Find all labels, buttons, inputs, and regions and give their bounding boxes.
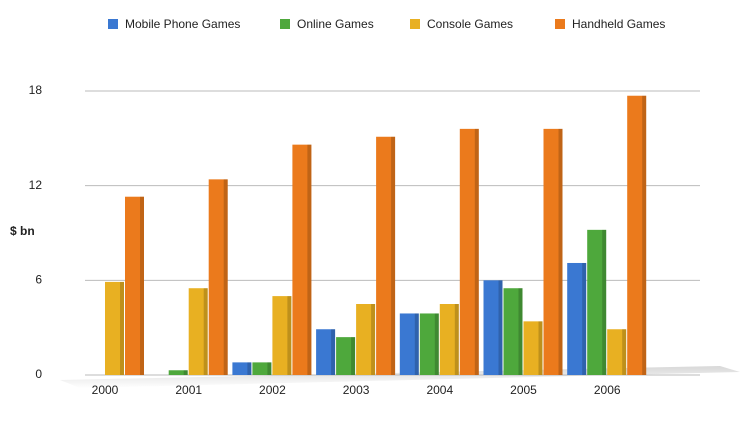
bar bbox=[459, 128, 479, 375]
bar bbox=[105, 281, 124, 375]
bar-side bbox=[183, 370, 188, 375]
bar bbox=[419, 313, 439, 375]
y-tick-label: 18 bbox=[29, 83, 43, 97]
bar-side bbox=[140, 196, 144, 375]
bar bbox=[523, 321, 543, 375]
bar bbox=[168, 370, 188, 375]
bar bbox=[587, 229, 607, 375]
bar-side bbox=[203, 288, 208, 375]
bar-side bbox=[414, 313, 419, 375]
legend-label: Handheld Games bbox=[572, 17, 665, 31]
bar bbox=[188, 288, 208, 375]
bar bbox=[439, 304, 459, 375]
bar bbox=[272, 296, 292, 375]
bar bbox=[627, 95, 647, 375]
legend-swatch bbox=[280, 19, 290, 29]
bar-side bbox=[454, 304, 459, 375]
bar bbox=[316, 329, 336, 375]
bar-side bbox=[558, 128, 563, 375]
bar-side bbox=[351, 337, 356, 375]
bar-side bbox=[223, 179, 228, 375]
y-axis-label: $ bn bbox=[10, 224, 35, 238]
bar bbox=[543, 128, 563, 375]
bar-side bbox=[120, 281, 124, 375]
bar-side bbox=[371, 304, 376, 375]
bar-side bbox=[287, 296, 292, 375]
x-tick-label: 2001 bbox=[175, 383, 202, 397]
bar-side bbox=[538, 321, 543, 375]
bar bbox=[252, 362, 272, 375]
legend-label: Online Games bbox=[297, 17, 374, 31]
y-tick-label: 0 bbox=[35, 367, 42, 381]
y-tick-label: 6 bbox=[35, 273, 42, 287]
bar-side bbox=[474, 128, 479, 375]
bar-side bbox=[331, 329, 336, 375]
bar-side bbox=[434, 313, 439, 375]
bar bbox=[607, 329, 627, 375]
bar bbox=[483, 280, 503, 375]
x-tick-label: 2006 bbox=[594, 383, 621, 397]
bar bbox=[503, 288, 523, 375]
bar bbox=[567, 262, 587, 375]
bar-side bbox=[307, 144, 312, 375]
x-tick-label: 2003 bbox=[343, 383, 370, 397]
bar bbox=[292, 144, 312, 375]
bar-side bbox=[518, 288, 523, 375]
bar bbox=[208, 179, 228, 375]
legend-swatch bbox=[108, 19, 118, 29]
bar bbox=[125, 196, 144, 375]
x-tick-label: 2004 bbox=[426, 383, 453, 397]
bar-side bbox=[391, 136, 396, 375]
legend-label: Mobile Phone Games bbox=[125, 17, 240, 31]
bar-side bbox=[622, 329, 627, 375]
bar-side bbox=[582, 262, 587, 375]
bar bbox=[376, 136, 396, 375]
legend-label: Console Games bbox=[427, 17, 513, 31]
bar-side bbox=[642, 95, 647, 375]
bar bbox=[356, 304, 376, 375]
bar bbox=[399, 313, 419, 375]
bar-side bbox=[602, 229, 607, 375]
bar-side bbox=[247, 362, 252, 375]
bar-side bbox=[498, 280, 503, 375]
x-tick-label: 2000 bbox=[92, 383, 119, 397]
legend-swatch bbox=[555, 19, 565, 29]
bar bbox=[232, 362, 252, 375]
bar-side bbox=[267, 362, 272, 375]
x-tick-label: 2005 bbox=[510, 383, 537, 397]
x-tick-label: 2002 bbox=[259, 383, 286, 397]
y-tick-label: 12 bbox=[29, 178, 43, 192]
legend-swatch bbox=[410, 19, 420, 29]
bar bbox=[336, 337, 356, 375]
